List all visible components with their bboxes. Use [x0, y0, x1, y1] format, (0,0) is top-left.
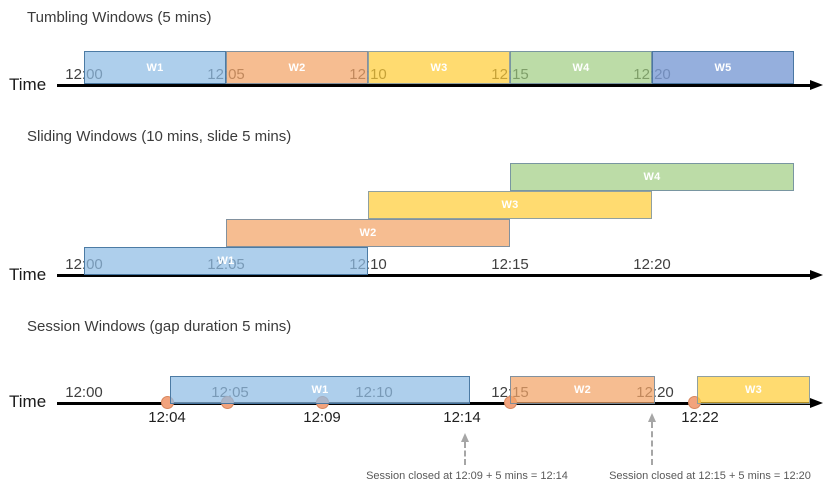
window-label: W3 [745, 384, 762, 396]
window-label: W2 [359, 227, 377, 239]
session-time-axis-label: Time [9, 392, 47, 411]
tumbling-timeline-arrowhead [810, 79, 823, 90]
window-label: W1 [217, 255, 235, 267]
session-close-arrow [651, 422, 653, 465]
window-label: W4 [643, 171, 661, 183]
window-label: W3 [430, 61, 448, 74]
tumbling-window-w4: W4 [510, 51, 652, 84]
sliding-tick: 12:15 [491, 256, 529, 273]
session-close-annotation-2: Session closed at 12:15 + 5 mins = 12:20 [609, 470, 811, 482]
window-label: W2 [288, 61, 306, 74]
session-window-w1: W1 [170, 376, 470, 404]
sliding-window-w1: W1 [84, 247, 368, 275]
window-label: W2 [574, 384, 591, 396]
session-event-time: 12:09 [303, 409, 341, 426]
session-tick: 12:00 [65, 384, 103, 401]
session-close-arrow-head [647, 413, 656, 422]
sliding-timeline-arrowhead [810, 269, 823, 280]
sliding-time-axis-label: Time [9, 265, 47, 284]
tumbling-window-w2: W2 [226, 51, 368, 84]
session-event-time: 12:22 [681, 409, 719, 426]
tumbling-window-w1: W1 [84, 51, 226, 84]
sliding-section-title: Sliding Windows (10 mins, slide 5 mins) [27, 128, 292, 145]
tumbling-window-w5: W5 [652, 51, 794, 84]
tumbling-time-axis-label: Time [9, 75, 47, 94]
session-close-time: 12:14 [443, 409, 481, 426]
session-window-w3: W3 [697, 376, 810, 404]
tumbling-window-w3: W3 [368, 51, 510, 84]
session-event-time: 12:04 [148, 409, 186, 426]
tumbling-timeline [57, 84, 812, 87]
tumbling-section-title: Tumbling Windows (5 mins) [27, 9, 212, 26]
session-close-arrow-head [460, 433, 469, 442]
sliding-window-w2: W2 [226, 219, 510, 247]
sliding-window-w4: W4 [510, 163, 794, 191]
sliding-window-w3: W3 [368, 191, 652, 219]
window-label: W5 [714, 61, 732, 74]
session-close-arrow [464, 442, 466, 465]
window-label: W1 [311, 384, 329, 396]
session-window-w2: W2 [510, 376, 655, 404]
session-timeline-arrowhead [810, 397, 823, 408]
sliding-timeline [57, 274, 812, 277]
session-close-annotation-1: Session closed at 12:09 + 5 mins = 12:14 [366, 470, 568, 482]
window-label: W1 [146, 61, 164, 74]
window-label: W3 [501, 199, 519, 211]
window-label: W4 [572, 61, 590, 74]
session-section-title: Session Windows (gap duration 5 mins) [27, 318, 292, 335]
sliding-tick: 12:20 [633, 256, 671, 273]
